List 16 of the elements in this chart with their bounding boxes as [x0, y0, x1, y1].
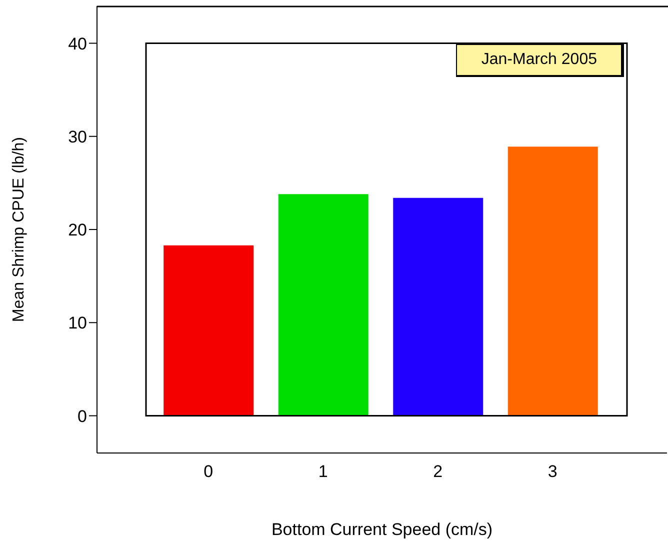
y-tick-label: 40 — [68, 34, 87, 54]
bar — [393, 198, 484, 416]
bar — [508, 146, 598, 416]
y-axis-title: Mean Shrimp CPUE (lb/h) — [10, 137, 28, 322]
x-axis-title: Bottom Current Speed (cm/s) — [271, 520, 493, 539]
x-tick-label: 0 — [204, 462, 214, 482]
x-tick-label: 2 — [433, 462, 443, 482]
bar — [278, 194, 368, 416]
y-tick-label: 10 — [68, 314, 87, 333]
caption-box: Jan-March 2005 — [456, 44, 624, 78]
x-tick-label: 3 — [548, 462, 558, 482]
bar — [164, 245, 254, 416]
x-tick-label: 1 — [318, 462, 328, 482]
y-tick-label: 30 — [68, 127, 87, 146]
y-tick-label: 20 — [68, 220, 87, 240]
y-tick-label: 0 — [78, 406, 87, 426]
